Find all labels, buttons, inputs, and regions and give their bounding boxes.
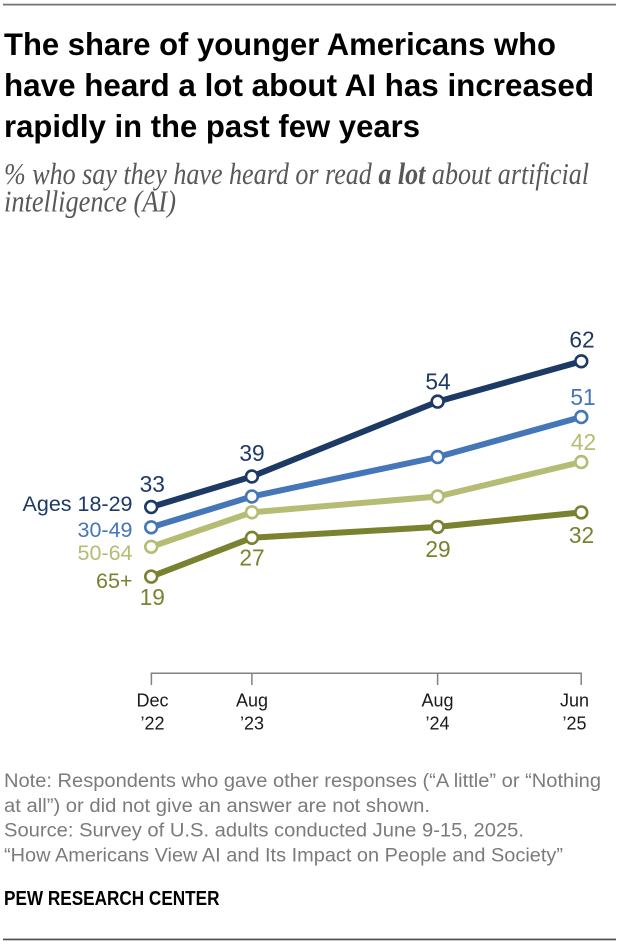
svg-text:intelligence (AI): intelligence (AI) [4,184,176,219]
svg-text:rapidly in the past few years: rapidly in the past few years [4,108,420,144]
svg-text:32: 32 [569,522,594,548]
svg-text:at all”) or did not give an an: at all”) or did not give an answer are n… [4,796,430,817]
svg-text:PEW RESEARCH CENTER: PEW RESEARCH CENTER [4,888,220,910]
svg-text:Aug: Aug [236,691,268,711]
svg-text:“How Americans View AI and Its: “How Americans View AI and Its Impact on… [4,846,563,867]
svg-text:51: 51 [570,384,595,410]
svg-text:Source: Survey of U.S. adults: Source: Survey of U.S. adults conducted … [4,821,524,842]
svg-text:have heard a lot about AI has: have heard a lot about AI has increased [4,67,594,103]
svg-text:The share of younger Americans: The share of younger Americans who [4,26,556,62]
svg-text:Note: Respondents who gave oth: Note: Respondents who gave other respons… [4,771,601,792]
svg-text:19: 19 [140,584,165,610]
svg-text:29: 29 [425,536,450,562]
svg-text:33: 33 [140,471,165,497]
svg-text:Jun: Jun [560,691,589,711]
svg-text:Ages 18-29: Ages 18-29 [23,492,133,516]
svg-text:65+: 65+ [96,569,132,593]
svg-text:’22: ’22 [140,714,164,734]
svg-text:’23: ’23 [240,714,264,734]
svg-text:’24: ’24 [425,714,449,734]
svg-text:30-49: 30-49 [78,518,133,542]
svg-text:54: 54 [425,369,450,395]
svg-text:50-64: 50-64 [78,541,133,565]
svg-text:42: 42 [571,429,596,455]
svg-text:’25: ’25 [562,714,586,734]
svg-text:% who say they have heard or r: % who say they have heard or read a lot … [4,156,589,191]
svg-text:Dec: Dec [136,691,168,711]
svg-text:Aug: Aug [421,691,453,711]
svg-text:27: 27 [239,544,264,570]
svg-text:39: 39 [239,440,264,466]
svg-text:62: 62 [569,327,594,353]
